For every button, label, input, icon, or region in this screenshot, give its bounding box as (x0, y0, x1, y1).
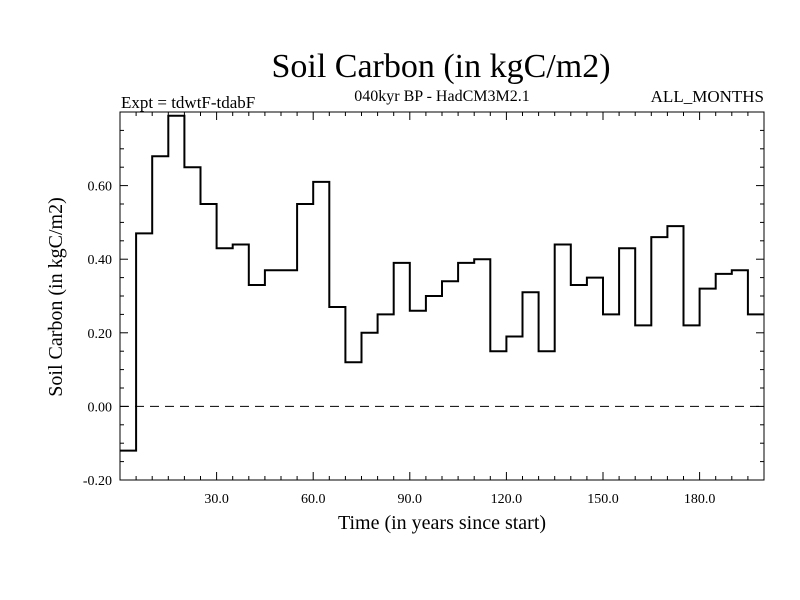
y-tick-label: 0.00 (88, 400, 113, 415)
months-label: ALL_MONTHS (651, 87, 764, 106)
y-tick-label: 0.20 (88, 327, 113, 342)
x-tick-label: 90.0 (398, 492, 423, 507)
series-line (120, 114, 764, 452)
x-tick-label: 120.0 (491, 492, 523, 507)
y-tick-label: -0.20 (83, 474, 112, 489)
x-tick-label: 180.0 (684, 492, 716, 507)
chart-title: Soil Carbon (in kgC/m2) (271, 48, 610, 85)
y-tick-label: 0.60 (88, 180, 113, 195)
x-tick-label: 30.0 (204, 492, 229, 507)
y-axis-label: Soil Carbon (in kgC/m2) (45, 197, 67, 396)
x-tick-label: 60.0 (301, 492, 326, 507)
x-tick-label: 150.0 (587, 492, 619, 507)
chart-subtitle: 040kyr BP - HadCM3M2.1 (354, 88, 529, 105)
y-tick-label: 0.40 (88, 253, 113, 268)
experiment-label: Expt = tdwtF-tdabF (121, 93, 255, 112)
plot-area: 30.0 60.0 90.0 120.0 150.0 180.0 -0.20 0.00 0.20… (83, 111, 765, 507)
x-axis-label: Time (in years since start) (338, 512, 546, 534)
